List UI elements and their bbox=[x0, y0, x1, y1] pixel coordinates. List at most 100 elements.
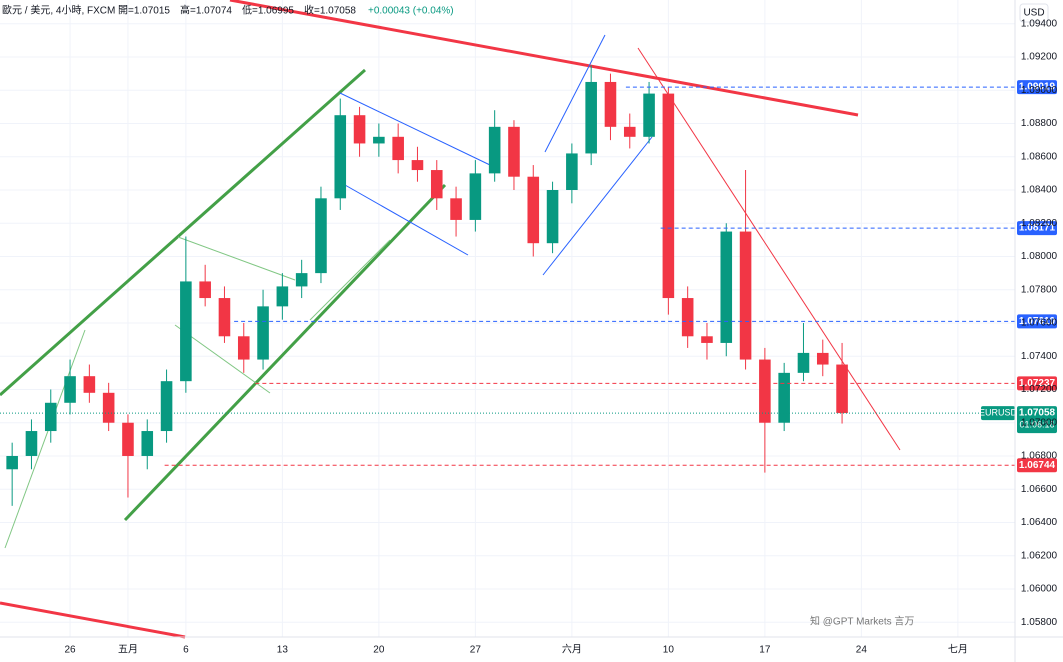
trend-line bbox=[0, 601, 186, 639]
candle-body bbox=[623, 126, 636, 137]
header-low: 低=1.06995 bbox=[242, 4, 294, 17]
x-tick-label: 6 bbox=[183, 645, 189, 656]
price-badge-label: 1.09019 bbox=[1019, 82, 1056, 93]
candle-body bbox=[295, 273, 308, 287]
price-badge bbox=[1017, 221, 1057, 236]
candle-body bbox=[701, 336, 713, 343]
candle-body bbox=[353, 115, 366, 144]
y-tick-label: 1.07600 bbox=[1021, 318, 1058, 329]
candle-body bbox=[141, 431, 154, 456]
channel-line bbox=[123, 183, 447, 522]
y-tick-label: 1.09400 bbox=[1021, 18, 1058, 29]
candle-body bbox=[662, 93, 675, 299]
symbol-label: EURUSD bbox=[979, 407, 1018, 417]
candle-body bbox=[836, 364, 848, 414]
y-tick-label: 1.06800 bbox=[1021, 451, 1058, 462]
countdown: 01:06:16 bbox=[1019, 419, 1054, 429]
y-tick-label: 1.08600 bbox=[1021, 151, 1058, 162]
y-tick-label: 1.06000 bbox=[1021, 584, 1058, 595]
candle-body bbox=[816, 352, 829, 365]
candle-body bbox=[739, 231, 752, 360]
candle-body bbox=[469, 173, 482, 220]
price-badge-label: 1.08171 bbox=[1019, 223, 1056, 234]
channel-line bbox=[544, 34, 606, 153]
x-tick-label: 五月 bbox=[118, 644, 138, 656]
candle-body bbox=[237, 336, 250, 360]
current-price-label: 1.07058 bbox=[1019, 408, 1056, 419]
candle-body bbox=[566, 153, 578, 191]
price-badge bbox=[1017, 80, 1057, 95]
candle-body bbox=[334, 115, 347, 199]
current-price-badge bbox=[1017, 406, 1057, 434]
price-badge-label: 1.07237 bbox=[1019, 378, 1056, 389]
y-tick-label: 1.09200 bbox=[1021, 52, 1058, 63]
candle-body bbox=[604, 81, 617, 127]
header-change: +0.00043 (+0.04%) bbox=[368, 6, 454, 17]
symbol-badge bbox=[981, 406, 1015, 421]
price-badge bbox=[1017, 314, 1057, 329]
candle-body bbox=[64, 376, 76, 403]
watermark: 知 @GPT Markets 言万 bbox=[810, 615, 914, 628]
y-tick-label: 1.05800 bbox=[1021, 617, 1058, 628]
x-tick-label: 17 bbox=[759, 645, 771, 656]
y-tick-label: 1.09000 bbox=[1021, 85, 1058, 96]
channel-line bbox=[344, 184, 469, 256]
candle-body bbox=[585, 81, 597, 154]
y-tick-label: 1.08000 bbox=[1021, 251, 1058, 262]
candle-body bbox=[720, 231, 733, 343]
candle-body bbox=[25, 431, 38, 456]
price-badge-label: 1.06744 bbox=[1019, 460, 1056, 471]
x-tick-label: 13 bbox=[277, 645, 289, 656]
currency[interactable]: USD bbox=[1023, 8, 1044, 19]
x-tick-label: 24 bbox=[856, 645, 868, 656]
x-tick-label: 六月 bbox=[562, 644, 582, 656]
candle-body bbox=[508, 126, 520, 177]
price-badge-label: 1.07610 bbox=[1019, 316, 1056, 327]
wedge-line bbox=[177, 236, 296, 281]
candle-body bbox=[527, 176, 540, 244]
candle-body bbox=[759, 359, 771, 423]
y-tick-label: 1.08200 bbox=[1021, 218, 1058, 229]
price-badge bbox=[1017, 376, 1057, 391]
candle-body bbox=[430, 170, 443, 199]
price-badge bbox=[1017, 458, 1057, 473]
candle-body bbox=[83, 376, 96, 393]
candle-body bbox=[373, 136, 385, 144]
candle-body bbox=[392, 136, 404, 161]
candle-body bbox=[160, 381, 173, 432]
channel-line bbox=[339, 92, 491, 166]
x-tick-label: 27 bbox=[470, 645, 482, 656]
trend-line bbox=[229, 0, 859, 117]
channel-line bbox=[309, 239, 391, 321]
candle-body bbox=[450, 198, 462, 220]
candle-body bbox=[681, 298, 694, 337]
candle-body bbox=[797, 352, 810, 373]
header-high: 高=1.07074 bbox=[180, 4, 232, 17]
header-symbol: 歐元 / 美元, 4小時, FXCM bbox=[2, 4, 115, 17]
candle-body bbox=[44, 402, 57, 432]
candle-body bbox=[199, 281, 211, 299]
candle-body bbox=[411, 160, 424, 171]
channel-line bbox=[542, 136, 653, 276]
trend-line bbox=[637, 47, 901, 451]
y-tick-label: 1.06600 bbox=[1021, 484, 1058, 495]
candle-body bbox=[102, 392, 115, 423]
y-tick-label: 1.06200 bbox=[1021, 550, 1058, 561]
channel-line bbox=[4, 329, 86, 549]
candle-body bbox=[643, 93, 655, 137]
drawings bbox=[0, 0, 901, 639]
header-open: 開=1.07015 bbox=[118, 5, 170, 17]
y-tick-label: 1.07200 bbox=[1021, 384, 1058, 395]
x-tick-label: 20 bbox=[373, 645, 385, 656]
currency-button[interactable] bbox=[1019, 3, 1049, 23]
x-tick-label: 10 bbox=[663, 645, 675, 656]
candle-body bbox=[122, 422, 134, 456]
y-tick-label: 1.07800 bbox=[1021, 284, 1058, 295]
candle-body bbox=[218, 298, 231, 337]
y-tick-label: 1.06400 bbox=[1021, 517, 1058, 528]
candles bbox=[6, 65, 848, 506]
candle-body bbox=[546, 190, 559, 244]
x-tick-label: 七月 bbox=[948, 644, 968, 656]
